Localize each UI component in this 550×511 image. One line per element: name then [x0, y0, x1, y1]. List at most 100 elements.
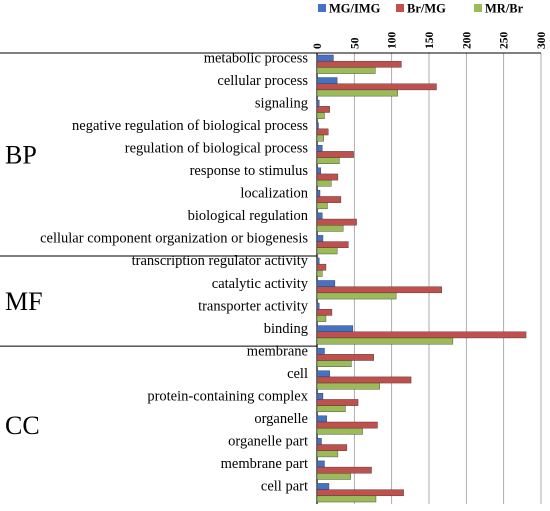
category-labels: metabolic process cellular process signali…: [40, 50, 309, 494]
category-label-catalytic-activity: catalytic activity: [212, 276, 309, 292]
bar-mg-img-cell-part: [316, 483, 330, 490]
bar-br-mg-cell-part: [316, 489, 404, 497]
bar-br-mg-organelle: [316, 421, 378, 429]
category-label-transporter-activity: transporter activity: [198, 298, 309, 314]
bar-br-mg-localization: [316, 196, 342, 203]
bar-mg-img-cellular-component-organization-or-biogenesis: [316, 235, 324, 242]
bar-br-mg-protein-containing-complex: [316, 399, 359, 406]
bar-mg-img-membrane: [316, 347, 325, 355]
x-tick-label: 150: [424, 32, 436, 50]
bar-br-mg-negative-regulation-of-biological-process: [316, 128, 329, 136]
bar-mr-br-protein-containing-complex: [316, 405, 346, 413]
bar-mg-img-cellular-process: [316, 77, 338, 84]
bar-mr-br-binding: [316, 337, 454, 345]
bar-br-mg-organelle-part: [316, 444, 348, 451]
x-tick-label: 300: [536, 32, 548, 50]
bar-br-mg-cellular-component-organization-or-biogenesis: [316, 241, 349, 248]
bar-mg-img-protein-containing-complex: [316, 393, 324, 400]
bars: [316, 54, 527, 503]
bar-mr-br-response-to-stimulus: [316, 179, 332, 187]
bar-mr-br-transporter-activity: [316, 315, 327, 322]
bar-mr-br-membrane: [316, 360, 352, 367]
category-label-cell: cell: [287, 366, 308, 382]
bar-mr-br-organelle-part: [316, 450, 339, 458]
legend-swatch-mg-img: [318, 4, 326, 12]
bar-mg-img-binding: [316, 325, 354, 332]
bar-br-mg-biological-regulation: [316, 218, 357, 226]
category-label-cellular-component-organization-or-biogenesis: cellular component organization or bioge…: [40, 231, 308, 247]
bar-br-mg-transporter-activity: [316, 309, 333, 316]
category-label-cellular-process: cellular process: [217, 73, 308, 89]
legend-swatch-br-mg: [396, 4, 404, 12]
legend-swatch-mr-br: [474, 4, 482, 12]
legend-label-mr-br: MR/Br: [485, 2, 524, 16]
bar-mg-img-transcription-regulator-activity: [316, 257, 320, 265]
legend: MG/IMG Br/MG MR/Br: [318, 2, 524, 16]
bar-br-mg-cellular-process: [316, 83, 437, 91]
bar-br-mg-response-to-stimulus: [316, 173, 339, 181]
group-separators: [0, 52, 317, 347]
group-label-cc: CC: [5, 411, 40, 440]
bar-mr-br-cell: [316, 382, 380, 390]
bar-mr-br-regulation-of-biological-process: [316, 157, 340, 164]
x-tick-label: 100: [387, 32, 399, 50]
category-label-protein-containing-complex: protein-containing complex: [147, 389, 308, 405]
bar-mg-img-membrane-part: [316, 460, 325, 468]
bar-mr-br-metabolic-process: [316, 67, 376, 74]
bar-mr-br-membrane-part: [316, 473, 351, 480]
x-tick-label: 200: [461, 32, 473, 50]
bar-mr-br-cell-part: [316, 495, 377, 503]
bar-mr-br-signaling: [316, 112, 325, 119]
bar-br-mg-cell: [316, 376, 412, 384]
category-label-cell-part: cell part: [261, 479, 308, 495]
group-labels: BP MF CC: [5, 140, 43, 440]
category-label-organelle-part: organelle part: [228, 434, 308, 450]
category-label-negative-regulation-of-biological-process: negative regulation of biological proces…: [72, 118, 308, 134]
group-label-mf: MF: [5, 287, 43, 316]
bar-br-mg-signaling: [316, 106, 330, 113]
category-label-binding: binding: [264, 321, 308, 337]
bar-mg-img-response-to-stimulus: [316, 167, 321, 175]
bar-mg-img-transporter-activity: [316, 302, 320, 310]
category-label-organelle: organelle: [254, 411, 308, 427]
category-label-membrane-part: membrane part: [221, 456, 308, 472]
bar-br-mg-binding: [316, 331, 527, 339]
category-label-transcription-regulator-activity: transcription regulator activity: [132, 253, 309, 269]
bar-br-mg-metabolic-process: [316, 60, 402, 68]
bar-mg-img-signaling: [316, 99, 320, 107]
bar-br-mg-catalytic-activity: [316, 286, 442, 294]
bar-mr-br-negative-regulation-of-biological-process: [316, 134, 324, 142]
bar-mg-img-regulation-of-biological-process: [316, 144, 323, 152]
bar-mr-br-biological-regulation: [316, 225, 344, 232]
bar-mg-img-catalytic-activity: [316, 280, 336, 287]
bar-mg-img-cell: [316, 370, 330, 378]
category-label-metabolic-process: metabolic process: [204, 50, 309, 66]
category-label-regulation-of-biological-process: regulation of biological process: [125, 140, 309, 156]
legend-label-br-mg: Br/MG: [407, 2, 446, 16]
bar-mg-img-biological-regulation: [316, 212, 323, 220]
bar-mr-br-cellular-process: [316, 89, 398, 97]
bar-mg-img-localization: [316, 190, 321, 197]
category-label-membrane: membrane: [247, 343, 308, 359]
legend-label-mg-img: MG/IMG: [329, 2, 381, 16]
bar-mr-br-transcription-regulator-activity: [316, 270, 323, 277]
group-label-bp: BP: [5, 140, 37, 169]
bar-mg-img-metabolic-process: [316, 54, 334, 62]
bar-mg-img-organelle-part: [316, 438, 322, 445]
category-label-signaling: signaling: [255, 95, 308, 111]
category-label-response-to-stimulus: response to stimulus: [190, 163, 309, 179]
x-tick-label: 250: [499, 32, 511, 49]
bar-mg-img-negative-regulation-of-biological-process: [316, 122, 319, 130]
bar-br-mg-membrane: [316, 354, 374, 361]
bar-mr-br-organelle: [316, 427, 363, 435]
bar-br-mg-regulation-of-biological-process: [316, 151, 354, 158]
bar-mr-br-cellular-component-organization-or-biogenesis: [316, 247, 338, 255]
category-label-biological-regulation: biological regulation: [188, 208, 309, 224]
bar-mr-br-catalytic-activity: [316, 292, 397, 300]
x-tick-label: 50: [349, 37, 361, 49]
bar-br-mg-transcription-regulator-activity: [316, 263, 327, 271]
bar-mr-br-localization: [316, 202, 328, 210]
bar-br-mg-membrane-part: [316, 466, 372, 474]
category-label-localization: localization: [240, 186, 308, 202]
